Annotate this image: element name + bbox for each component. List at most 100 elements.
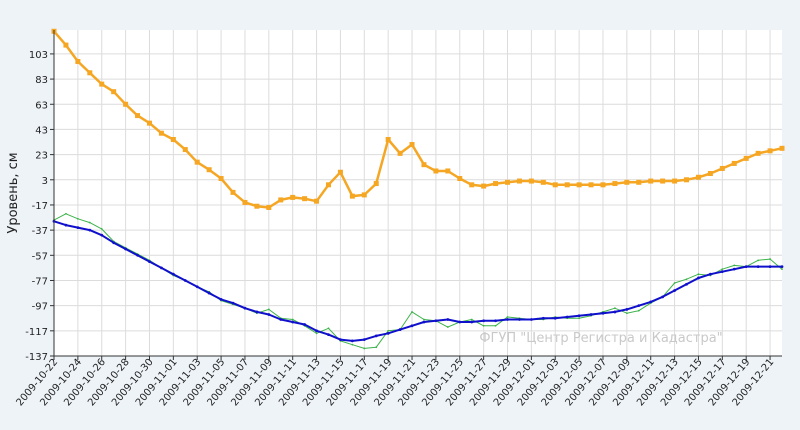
data-point (648, 178, 654, 184)
data-point (349, 193, 355, 199)
data-point (290, 194, 296, 200)
data-point (588, 182, 594, 188)
data-point (493, 181, 499, 187)
data-point (482, 324, 485, 327)
y-tick-label: 23 (35, 151, 48, 162)
data-point (757, 259, 760, 262)
data-point (218, 176, 224, 182)
plot-area (54, 30, 782, 356)
data-point (422, 320, 426, 324)
data-point (494, 319, 497, 323)
data-point (743, 155, 749, 161)
data-point (112, 241, 116, 245)
data-point (75, 58, 81, 64)
y-tick-label: -117 (25, 327, 48, 338)
data-point (327, 327, 330, 330)
data-point (302, 196, 308, 202)
data-point (375, 346, 378, 349)
data-point (230, 189, 236, 195)
data-point (697, 273, 700, 276)
data-point (661, 295, 665, 299)
y-tick-label: 63 (35, 100, 48, 111)
data-point (601, 311, 605, 315)
data-point (362, 338, 366, 342)
y-tick-label: -37 (32, 226, 48, 237)
data-point (136, 253, 139, 257)
data-point (576, 182, 582, 188)
y-tick-label: 3 (42, 176, 48, 187)
data-point (625, 308, 629, 311)
data-point (624, 179, 630, 185)
data-point (685, 282, 688, 286)
data-point (148, 260, 151, 263)
data-point (767, 148, 773, 154)
data-point (756, 265, 760, 269)
data-point (577, 314, 581, 318)
data-point (88, 228, 92, 232)
y-tick-label: -57 (32, 251, 48, 262)
data-point (744, 265, 748, 269)
data-point (386, 331, 390, 335)
data-point (160, 266, 163, 270)
data-point (565, 315, 569, 319)
data-point (470, 320, 474, 324)
data-point (339, 338, 342, 342)
data-point (780, 265, 784, 269)
data-point (708, 272, 712, 276)
y-tick-label: -137 (25, 352, 48, 363)
data-point (540, 179, 546, 185)
data-point (636, 179, 642, 185)
series-layer (51, 28, 785, 350)
data-point (111, 89, 117, 95)
data-point (363, 347, 366, 350)
data-point (337, 169, 343, 175)
data-point (387, 329, 390, 332)
data-point (327, 333, 330, 337)
data-point (625, 312, 628, 315)
series-line (53, 220, 782, 342)
data-point (409, 142, 415, 148)
y-tick-label: 103 (29, 50, 48, 61)
data-point (351, 343, 354, 346)
data-point (672, 178, 678, 184)
data-point (673, 289, 676, 292)
data-point (516, 178, 522, 184)
data-point (87, 70, 93, 76)
data-point (170, 137, 176, 143)
data-point (697, 276, 700, 280)
data-point (733, 264, 736, 267)
data-point (243, 306, 247, 310)
data-point (445, 168, 451, 174)
data-point (146, 120, 152, 126)
data-point (482, 319, 486, 323)
data-point (242, 199, 248, 205)
data-point (325, 182, 331, 188)
data-point (564, 182, 570, 188)
data-point (673, 282, 676, 284)
data-point (612, 181, 618, 187)
data-point (410, 324, 414, 328)
data-point (457, 176, 463, 182)
data-point (315, 329, 318, 333)
data-point (553, 316, 557, 320)
y-tick-label: -97 (32, 302, 48, 313)
data-point (183, 279, 187, 282)
data-point (124, 247, 128, 251)
y-tick-label: 43 (35, 125, 48, 136)
data-point (732, 267, 736, 271)
data-point (721, 268, 724, 271)
data-point (649, 300, 653, 304)
grid (53, 30, 782, 357)
data-point (350, 339, 354, 343)
data-point (695, 174, 701, 180)
data-point (315, 332, 318, 335)
data-point (731, 160, 737, 166)
data-point (219, 297, 223, 301)
data-point (267, 308, 270, 311)
data-point (374, 334, 378, 338)
data-point (76, 226, 80, 230)
data-point (458, 320, 462, 324)
y-tick-label: -17 (32, 201, 48, 212)
